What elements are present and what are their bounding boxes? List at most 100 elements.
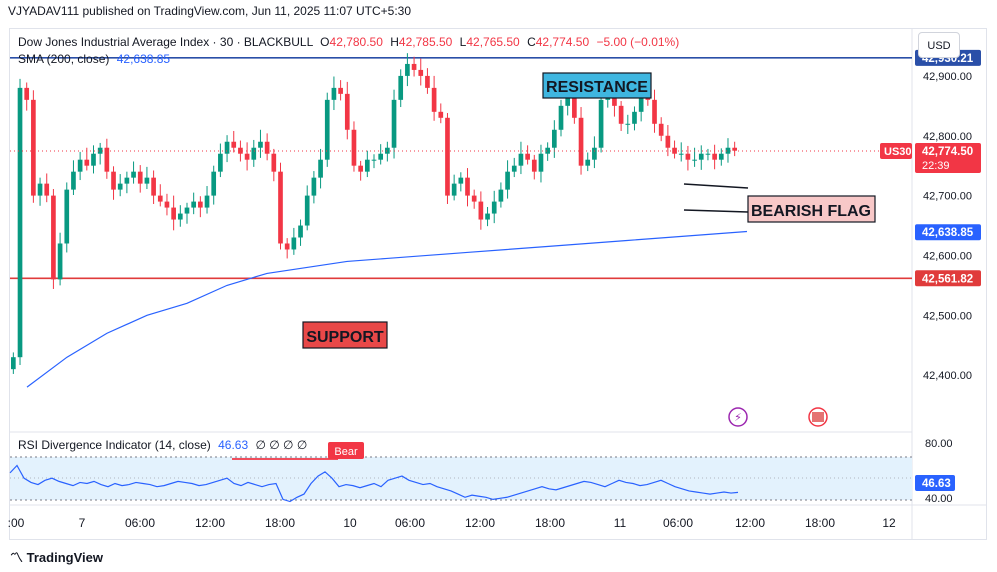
rsi-value-tag: 46.63 [922, 478, 951, 490]
candle-body [84, 159, 90, 166]
tradingview-logo-text: TradingView [26, 550, 103, 565]
legend-l-label: L [459, 35, 467, 49]
legend-close-value: 42,774.50 [535, 35, 590, 49]
candle-body [405, 63, 410, 76]
rsi-legend: RSI Divergence Indicator (14, close) 46.… [18, 438, 307, 452]
candle-body [204, 195, 210, 208]
candle-body [151, 177, 156, 196]
candle-body [238, 147, 243, 154]
candle-body [191, 201, 197, 208]
candle-body [471, 195, 477, 202]
candle-body [291, 237, 297, 250]
candle-body [385, 147, 390, 154]
rsi-value-tag-bg [915, 475, 955, 491]
bear-tag: Bear [334, 446, 358, 458]
candle-body [498, 189, 504, 202]
candle-body [324, 99, 330, 160]
time-tick-label: 12:00 [465, 516, 495, 530]
rsi-legend-value: 46.63 [218, 438, 249, 452]
candle-body [37, 183, 43, 196]
candle-body [44, 183, 50, 196]
legend-low-value: 42,765.50 [466, 35, 520, 49]
flag-lower-line [683, 209, 749, 213]
candle-body [525, 153, 530, 160]
candle-body [665, 135, 671, 148]
currency-button[interactable]: USD [918, 32, 960, 58]
legend-change: −5.00 (−0.01%) [596, 35, 680, 49]
candle-body [251, 147, 257, 160]
candle-body [231, 141, 237, 148]
candle-body [224, 141, 230, 154]
legend-sma-value: 42,638.85 [116, 52, 171, 66]
candle-body [344, 93, 350, 130]
candle-body [244, 153, 250, 160]
price-tick-label: 42,900.00 [923, 71, 972, 83]
rsi-legend-label: RSI Divergence Indicator (14, close) [18, 438, 211, 452]
time-tick-label: 12 [882, 516, 896, 530]
candle-body [351, 129, 357, 166]
rsi-legend-extras: ∅ ∅ ∅ ∅ [255, 438, 308, 452]
candle-body [17, 87, 23, 358]
candle-body [124, 177, 130, 184]
candle-body [364, 159, 370, 172]
candle-body [658, 123, 664, 136]
symbol-tag: US30 [884, 146, 912, 158]
candle-body [218, 153, 223, 172]
candle-body [64, 189, 70, 244]
candle-body [298, 225, 303, 238]
legend-sma-label: SMA (200, close) [18, 52, 110, 66]
tradingview-logo[interactable]: 〽 TradingView [10, 547, 103, 566]
candle-body [264, 141, 270, 154]
candle-body [558, 105, 564, 130]
candle-body [211, 171, 217, 196]
candle-body [572, 87, 577, 118]
candle-body [24, 87, 30, 100]
pattern-label: BEARISH FLAG [751, 203, 871, 220]
publisher-line: VJYADAV111 published on TradingView.com,… [8, 4, 412, 18]
candle-body [198, 201, 203, 208]
sma-200-line [26, 230, 748, 388]
candle-body [478, 201, 484, 220]
candle-body [531, 159, 537, 172]
support-price-tag: 42,561.82 [922, 273, 973, 285]
candle-body [598, 99, 604, 148]
time-tick-label: 10 [343, 516, 357, 530]
candle-body [518, 153, 524, 166]
candle-body [451, 183, 457, 196]
candle-body [538, 153, 544, 172]
candle-body [378, 153, 384, 160]
candle-body [131, 171, 136, 178]
candle-body [57, 243, 63, 280]
candle-body [304, 195, 310, 226]
candle-body [438, 111, 444, 118]
candle-body [685, 153, 691, 160]
candle-body [578, 117, 584, 166]
candle-body [491, 201, 497, 214]
candle-body [358, 165, 363, 172]
candle-body [632, 111, 637, 124]
candle-body [284, 243, 290, 250]
candle-body [311, 177, 317, 196]
candle-body [271, 153, 277, 172]
candle-body [511, 165, 517, 172]
candle-body [551, 129, 557, 148]
candle-body [505, 171, 510, 190]
sma-price-tag: 42,638.85 [922, 227, 974, 239]
time-tick-label: 11 [614, 516, 627, 530]
candle-body [137, 171, 143, 184]
time-tick-label: 06:00 [663, 516, 693, 530]
current-price-tag: 42,774.50 [922, 146, 973, 158]
chart-legend: Dow Jones Industrial Average Index · 30 … [18, 34, 679, 68]
price-tick-label: 42,800.00 [923, 131, 972, 143]
candle-body [111, 171, 116, 190]
candle-body [97, 147, 103, 154]
rsi-tick-40: 40.00 [925, 493, 953, 505]
price-tick-label: 42,500.00 [923, 310, 972, 322]
time-tick-label: :00 [8, 516, 25, 530]
candle-body [545, 147, 550, 154]
candle-body [71, 171, 76, 190]
price-tick-label: 42,400.00 [923, 370, 972, 382]
candle-body [398, 75, 404, 100]
countdown-tag: 22:39 [922, 160, 950, 172]
